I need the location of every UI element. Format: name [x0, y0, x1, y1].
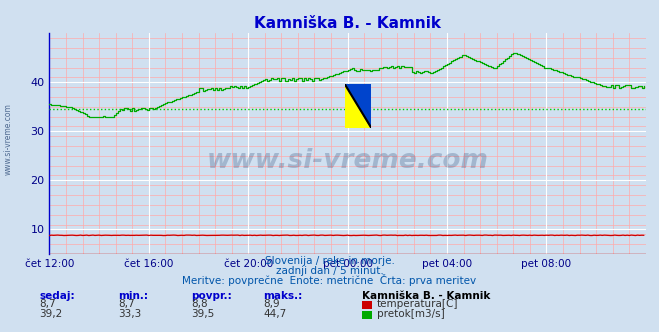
Text: www.si-vreme.com: www.si-vreme.com — [207, 148, 488, 174]
Text: Kamniška B. - Kamnik: Kamniška B. - Kamnik — [362, 291, 491, 301]
Text: povpr.:: povpr.: — [191, 291, 232, 301]
Text: Slovenija / reke in morje.: Slovenija / reke in morje. — [264, 256, 395, 266]
Text: 8,8: 8,8 — [191, 299, 208, 309]
Text: Meritve: povprečne  Enote: metrične  Črta: prva meritev: Meritve: povprečne Enote: metrične Črta:… — [183, 274, 476, 286]
Text: 39,5: 39,5 — [191, 309, 214, 319]
Text: min.:: min.: — [119, 291, 149, 301]
Text: 39,2: 39,2 — [40, 309, 63, 319]
Text: zadnji dan / 5 minut.: zadnji dan / 5 minut. — [275, 266, 384, 276]
Text: temperatura[C]: temperatura[C] — [377, 299, 459, 309]
Text: maks.:: maks.: — [264, 291, 303, 301]
Text: 8,9: 8,9 — [264, 299, 280, 309]
Text: www.si-vreme.com: www.si-vreme.com — [3, 104, 13, 175]
Text: pretok[m3/s]: pretok[m3/s] — [377, 309, 445, 319]
Text: 8,7: 8,7 — [119, 299, 135, 309]
Title: Kamniška B. - Kamnik: Kamniška B. - Kamnik — [254, 16, 441, 31]
Text: sedaj:: sedaj: — [40, 291, 75, 301]
Text: 33,3: 33,3 — [119, 309, 142, 319]
Text: 8,7: 8,7 — [40, 299, 56, 309]
Text: 44,7: 44,7 — [264, 309, 287, 319]
